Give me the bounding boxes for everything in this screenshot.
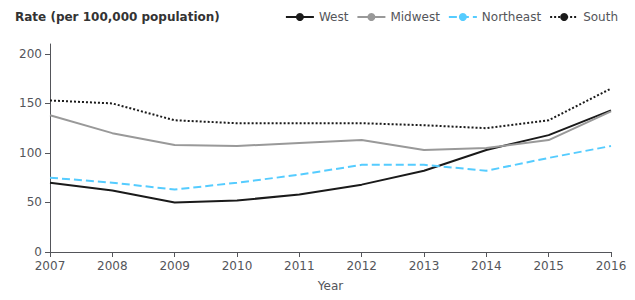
svg-text:West: West (319, 10, 349, 24)
svg-text:2010: 2010 (222, 259, 253, 273)
svg-text:2011: 2011 (284, 259, 315, 273)
svg-text:100: 100 (19, 146, 42, 160)
svg-text:2015: 2015 (533, 259, 564, 273)
svg-text:200: 200 (19, 47, 42, 61)
svg-text:2013: 2013 (409, 259, 440, 273)
svg-text:2014: 2014 (471, 259, 502, 273)
svg-text:South: South (583, 10, 618, 24)
svg-text:150: 150 (19, 96, 42, 110)
svg-text:2008: 2008 (97, 259, 128, 273)
svg-text:2012: 2012 (346, 259, 377, 273)
svg-text:2007: 2007 (35, 259, 66, 273)
svg-text:Rate (per 100,000 population): Rate (per 100,000 population) (15, 10, 220, 24)
svg-text:Year: Year (317, 279, 343, 293)
svg-text:Northeast: Northeast (482, 10, 542, 24)
svg-text:2009: 2009 (159, 259, 190, 273)
svg-text:Midwest: Midwest (390, 10, 440, 24)
svg-text:50: 50 (27, 195, 42, 209)
svg-text:2016: 2016 (596, 259, 627, 273)
svg-text:0: 0 (34, 245, 42, 259)
